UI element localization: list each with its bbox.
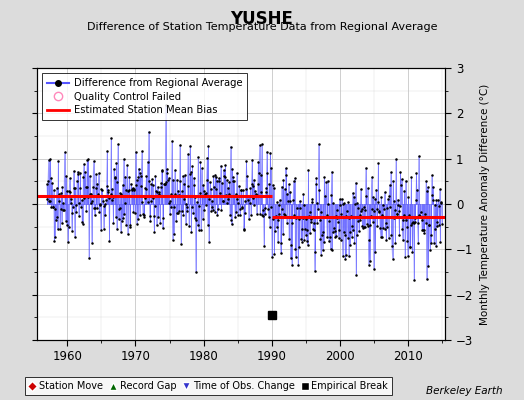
Legend: Station Move, Record Gap, Time of Obs. Change, Empirical Break: Station Move, Record Gap, Time of Obs. C… [25, 377, 392, 395]
Text: YUSHE: YUSHE [231, 10, 293, 28]
Text: Difference of Station Temperature Data from Regional Average: Difference of Station Temperature Data f… [87, 22, 437, 32]
Text: Berkeley Earth: Berkeley Earth [427, 386, 503, 396]
Y-axis label: Monthly Temperature Anomaly Difference (°C): Monthly Temperature Anomaly Difference (… [480, 83, 490, 325]
